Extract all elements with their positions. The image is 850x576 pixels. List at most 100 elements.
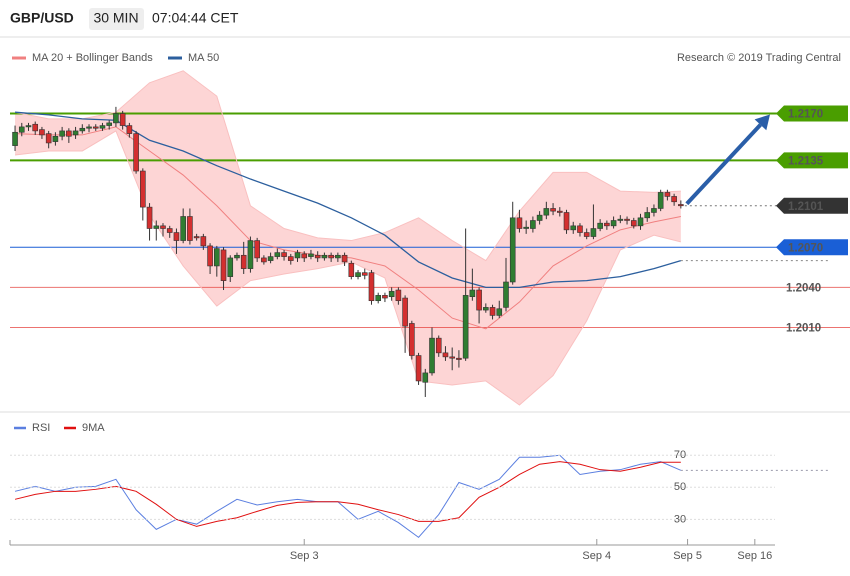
candle-body bbox=[308, 253, 314, 257]
candle-body bbox=[12, 131, 18, 146]
x-tick-label: Sep 16 bbox=[737, 550, 772, 562]
bollinger-band bbox=[15, 70, 681, 405]
candle-body bbox=[180, 216, 186, 241]
candle-body bbox=[240, 254, 247, 269]
x-tick-label: Sep 4 bbox=[582, 550, 611, 562]
candle-body bbox=[59, 130, 65, 137]
candle-body bbox=[341, 254, 348, 263]
candle-body bbox=[173, 232, 180, 241]
level-label-box bbox=[776, 105, 848, 122]
candle-body bbox=[86, 126, 92, 129]
candle-body bbox=[254, 240, 260, 259]
candle-body bbox=[261, 257, 267, 263]
candle-body bbox=[678, 204, 684, 207]
candle-body bbox=[657, 192, 664, 209]
candle-body bbox=[435, 337, 442, 354]
candle-body bbox=[18, 126, 25, 133]
candle-body bbox=[207, 245, 213, 267]
candle-body bbox=[536, 214, 543, 221]
candle-body bbox=[92, 126, 99, 129]
candle-body bbox=[281, 252, 287, 257]
candle-body bbox=[355, 272, 361, 277]
candle-body bbox=[516, 217, 523, 229]
candle-body bbox=[543, 208, 550, 216]
candle-body bbox=[442, 352, 449, 358]
candle-body bbox=[530, 220, 536, 229]
candle-body bbox=[375, 295, 382, 302]
level-label-box bbox=[776, 239, 848, 256]
credit: Research © 2019 Trading Central bbox=[677, 52, 841, 64]
candle-body bbox=[220, 249, 227, 281]
level-label: 1.2135 bbox=[788, 155, 824, 167]
candle-body bbox=[234, 254, 240, 259]
candle-body bbox=[483, 307, 489, 311]
candle-body bbox=[469, 289, 476, 298]
symbol: GBP/USD bbox=[10, 10, 74, 26]
moving-average bbox=[15, 126, 681, 330]
candle-body bbox=[563, 212, 570, 231]
candle-body bbox=[126, 125, 133, 134]
candle-body bbox=[294, 252, 301, 259]
candle-body bbox=[550, 208, 556, 212]
candle-body bbox=[523, 226, 529, 229]
candle-body bbox=[422, 372, 429, 383]
level-label: 1.2070 bbox=[788, 242, 823, 254]
candle-body bbox=[287, 256, 294, 261]
candle-body bbox=[187, 216, 193, 241]
candle-body bbox=[462, 295, 469, 359]
candle-body bbox=[321, 254, 328, 259]
candle-body bbox=[604, 222, 610, 227]
candle-body bbox=[489, 307, 496, 316]
band-upper bbox=[14, 70, 681, 262]
candle-body bbox=[664, 192, 671, 197]
candle-body bbox=[106, 122, 112, 126]
candle-body bbox=[274, 252, 281, 257]
candle-body bbox=[25, 125, 32, 128]
candle-body bbox=[583, 232, 590, 237]
candle-body bbox=[227, 257, 234, 277]
legend-label: MA 50 bbox=[188, 52, 219, 64]
y-tick-label: 50 bbox=[674, 481, 686, 493]
level-label: 1.2101 bbox=[788, 201, 824, 213]
candle-body bbox=[610, 220, 617, 227]
candle-body bbox=[637, 217, 644, 227]
candle-body bbox=[402, 297, 408, 327]
timeframe: 30 MIN bbox=[93, 10, 138, 26]
candle-body bbox=[590, 228, 597, 237]
candle-body bbox=[644, 212, 651, 219]
candle-body bbox=[200, 236, 207, 247]
legend-label: MA 20 + Bollinger Bands bbox=[32, 52, 153, 64]
candle-body bbox=[368, 272, 375, 302]
x-tick-label: Sep 3 bbox=[290, 550, 319, 562]
candle-body bbox=[577, 225, 583, 233]
candle-body bbox=[651, 208, 657, 213]
candle-body bbox=[160, 225, 166, 229]
level-label: 1.2010 bbox=[786, 322, 821, 334]
candle-body bbox=[140, 170, 146, 208]
candle-body bbox=[509, 217, 516, 283]
level-label-box bbox=[776, 197, 848, 214]
candle-body bbox=[570, 225, 577, 231]
candle-body bbox=[32, 123, 39, 132]
candle-body bbox=[79, 127, 86, 132]
candle-body bbox=[476, 289, 482, 311]
candle-body bbox=[153, 225, 160, 229]
forecast-arrowhead bbox=[754, 114, 770, 131]
candle-body bbox=[45, 133, 52, 144]
candle-body bbox=[415, 355, 422, 382]
candle-body bbox=[247, 240, 254, 269]
candle-body bbox=[617, 218, 624, 221]
candle-body bbox=[361, 272, 368, 276]
candle-body bbox=[267, 256, 274, 261]
candle-body bbox=[624, 218, 630, 221]
rsi-line bbox=[14, 454, 682, 539]
candle-body bbox=[301, 253, 308, 259]
candle-body bbox=[456, 357, 462, 360]
candle-body bbox=[314, 254, 321, 259]
candle-body bbox=[597, 222, 603, 229]
candle-body bbox=[388, 291, 395, 298]
candle-body bbox=[556, 210, 563, 213]
candle-body bbox=[395, 289, 402, 302]
candle-body bbox=[630, 220, 637, 227]
